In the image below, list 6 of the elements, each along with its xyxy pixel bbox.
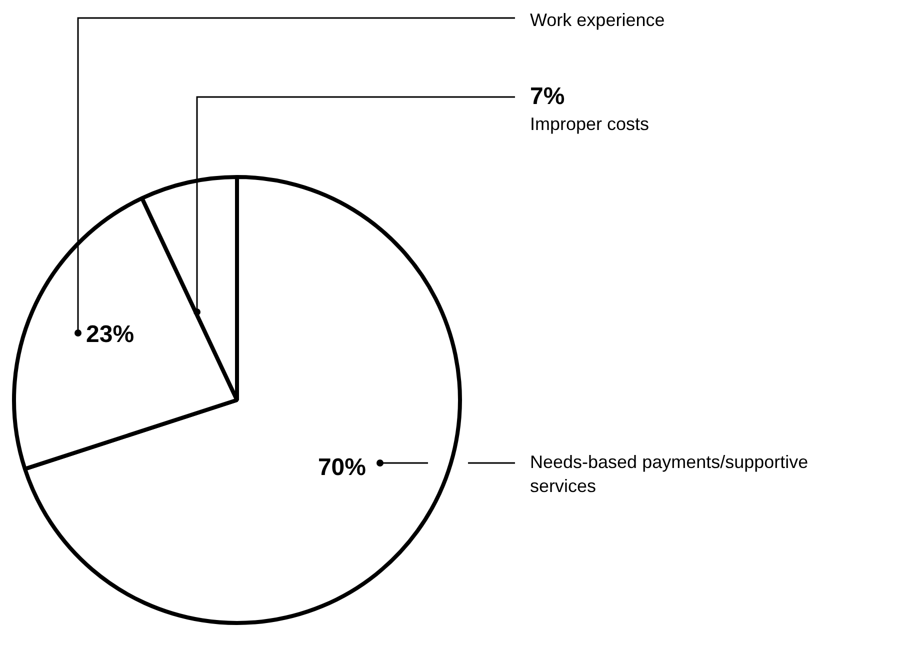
data-label: 7%	[530, 83, 565, 110]
slice-label: Work experience	[530, 10, 665, 30]
data-label: 70%	[318, 454, 366, 481]
data-label: 23%	[86, 321, 134, 348]
slice-label: Improper costs	[530, 114, 650, 134]
slice-label: Needs-based payments/supportive services	[530, 452, 808, 496]
